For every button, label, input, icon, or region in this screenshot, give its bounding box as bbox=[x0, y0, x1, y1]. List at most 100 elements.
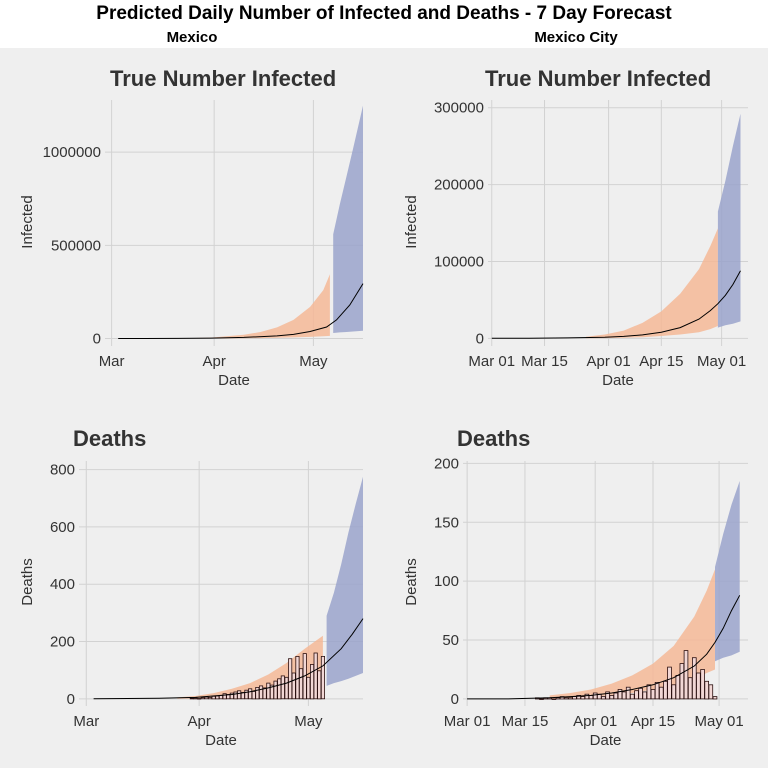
chart-title: True Number Infected bbox=[485, 66, 711, 91]
x-axis-label: Date bbox=[218, 372, 250, 389]
death-bar bbox=[679, 663, 685, 700]
death-bar bbox=[700, 669, 705, 700]
death-bar bbox=[211, 695, 216, 700]
death-bar bbox=[215, 695, 220, 700]
death-bar bbox=[197, 698, 202, 700]
x-tick-label: May 01 bbox=[697, 353, 746, 370]
death-bar bbox=[555, 697, 561, 700]
y-tick-label: 200 bbox=[434, 455, 459, 472]
death-bar bbox=[280, 675, 285, 700]
death-bar bbox=[313, 652, 318, 700]
death-bar bbox=[244, 689, 249, 700]
death-bar bbox=[258, 685, 264, 700]
history-band bbox=[549, 569, 715, 699]
y-tick-label: 800 bbox=[50, 462, 75, 479]
death-bar bbox=[650, 689, 656, 700]
death-bar bbox=[630, 693, 635, 700]
y-tick-label: 50 bbox=[442, 632, 459, 649]
death-bar bbox=[193, 697, 198, 700]
death-bar bbox=[262, 687, 267, 700]
death-bar bbox=[237, 690, 242, 700]
column-title-mexico-city: Mexico City bbox=[534, 29, 618, 46]
y-tick-label: 100 bbox=[434, 573, 459, 590]
death-bar bbox=[625, 686, 631, 700]
death-bar bbox=[189, 697, 194, 700]
y-tick-label: 0 bbox=[67, 691, 75, 708]
death-bar bbox=[320, 656, 325, 700]
x-tick-label: Mar bbox=[99, 353, 125, 370]
y-axis-label: Infected bbox=[403, 195, 420, 248]
death-bar bbox=[291, 672, 296, 700]
x-tick-label: Mar 15 bbox=[521, 353, 568, 370]
death-bar bbox=[277, 678, 282, 700]
y-tick-label: 150 bbox=[434, 514, 459, 531]
death-bar bbox=[696, 672, 701, 700]
death-bar bbox=[621, 691, 627, 700]
death-bar bbox=[642, 691, 647, 700]
forecast-band bbox=[717, 113, 741, 328]
estimate-line bbox=[93, 618, 364, 700]
x-tick-label: Apr bbox=[202, 353, 225, 370]
death-bar bbox=[572, 696, 577, 700]
death-bar bbox=[288, 658, 293, 700]
death-bar bbox=[687, 677, 693, 700]
x-tick-label: Apr 01 bbox=[573, 713, 617, 730]
y-tick-label: 1000000 bbox=[43, 144, 101, 161]
chart-title: True Number Infected bbox=[110, 66, 336, 91]
y-tick-label: 100000 bbox=[434, 253, 484, 270]
death-bar bbox=[248, 688, 253, 700]
death-bar bbox=[634, 690, 639, 700]
death-bar bbox=[233, 691, 238, 700]
death-bar bbox=[564, 697, 569, 700]
death-bar bbox=[284, 676, 289, 700]
death-bar bbox=[692, 657, 697, 700]
death-bar bbox=[592, 692, 598, 700]
death-bar bbox=[539, 698, 544, 700]
x-tick-label: Apr 01 bbox=[586, 353, 630, 370]
y-tick-label: 300000 bbox=[434, 100, 484, 117]
forecast-band bbox=[333, 105, 363, 333]
forecast-band bbox=[715, 481, 740, 662]
death-bar bbox=[273, 680, 278, 700]
chart-title: Deaths bbox=[457, 426, 530, 451]
death-bar bbox=[580, 696, 586, 700]
death-bar bbox=[659, 686, 664, 700]
x-tick-label: May bbox=[299, 353, 328, 370]
death-bar bbox=[663, 680, 668, 700]
death-bar bbox=[646, 684, 652, 700]
x-axis-label: Date bbox=[602, 372, 634, 389]
death-bar bbox=[704, 680, 709, 700]
death-bar bbox=[255, 687, 260, 700]
death-bar bbox=[654, 682, 660, 700]
death-bar bbox=[609, 695, 614, 700]
x-tick-label: Mar 15 bbox=[502, 713, 549, 730]
x-tick-label: May 01 bbox=[694, 713, 743, 730]
y-axis-label: Infected bbox=[19, 195, 36, 248]
death-bar bbox=[671, 684, 676, 700]
death-bar bbox=[584, 693, 590, 700]
forecast-band bbox=[326, 476, 363, 686]
y-tick-label: 400 bbox=[50, 576, 75, 593]
death-bar bbox=[295, 656, 300, 700]
x-tick-label: Mar 01 bbox=[444, 713, 491, 730]
y-axis-label: Deaths bbox=[403, 558, 420, 606]
x-tick-label: Apr 15 bbox=[631, 713, 675, 730]
x-axis-label: Date bbox=[205, 732, 237, 749]
death-bar bbox=[251, 691, 256, 700]
y-tick-label: 0 bbox=[451, 691, 459, 708]
x-axis-label: Date bbox=[590, 732, 622, 749]
death-bar bbox=[568, 697, 573, 700]
death-bar bbox=[207, 697, 213, 700]
y-tick-label: 500000 bbox=[51, 237, 101, 254]
death-bar bbox=[200, 697, 205, 700]
history-band bbox=[586, 228, 718, 339]
y-tick-label: 600 bbox=[50, 519, 75, 536]
death-bar bbox=[317, 670, 322, 700]
chart-mexico-city-deaths: Mar 01 Mar 15 Apr 01 Apr 15 May 01 0 50 100 150 2… bbox=[403, 426, 748, 749]
death-bar bbox=[298, 668, 304, 700]
chart-title: Deaths bbox=[73, 426, 146, 451]
chart-mexico-infected: Mar Apr May 0 500000 1000000 Date Infected True … bbox=[19, 66, 364, 389]
death-bar bbox=[675, 675, 681, 700]
x-tick-label: Apr bbox=[187, 713, 210, 730]
